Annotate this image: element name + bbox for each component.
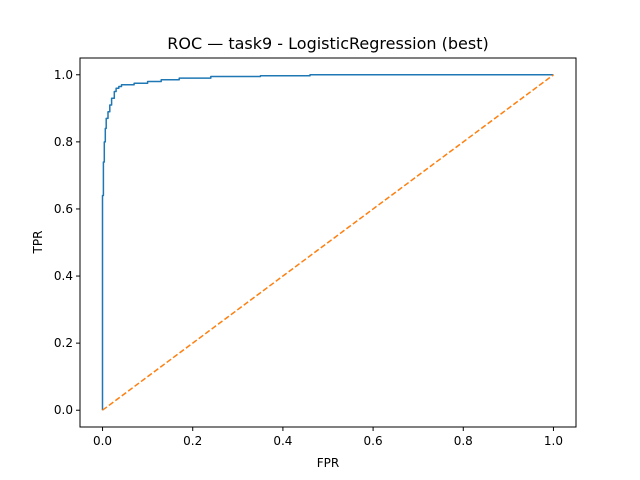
y-tick-label: 0.0	[54, 403, 73, 417]
chart-title: ROC — task9 - LogisticRegression (best)	[167, 34, 488, 53]
plot-frame	[79, 57, 577, 428]
axis-ticks: 0.0 0.2 0.4 0.6 0.8 1.0 0.0 0.2 0.4 0.6 0.8 1.0	[54, 68, 563, 448]
x-tick-label: 0.4	[273, 434, 292, 448]
chance-diagonal-line	[102, 74, 554, 411]
y-axis-label: TPR	[31, 231, 45, 255]
y-tick-label: 1.0	[54, 68, 73, 82]
x-tick-label: 1.0	[544, 434, 563, 448]
y-tick-label: 0.4	[54, 269, 73, 283]
x-tick-label: 0.0	[93, 434, 112, 448]
y-tick-label: 0.2	[54, 336, 73, 350]
plot-area	[101, 74, 554, 411]
x-tick-label: 0.6	[364, 434, 383, 448]
x-axis-label: FPR	[317, 456, 339, 470]
x-tick-label: 0.8	[454, 434, 473, 448]
x-tick-label: 0.2	[183, 434, 202, 448]
y-tick-label: 0.8	[54, 135, 73, 149]
y-tick-label: 0.6	[54, 202, 73, 216]
roc-curve-line	[101, 74, 554, 411]
